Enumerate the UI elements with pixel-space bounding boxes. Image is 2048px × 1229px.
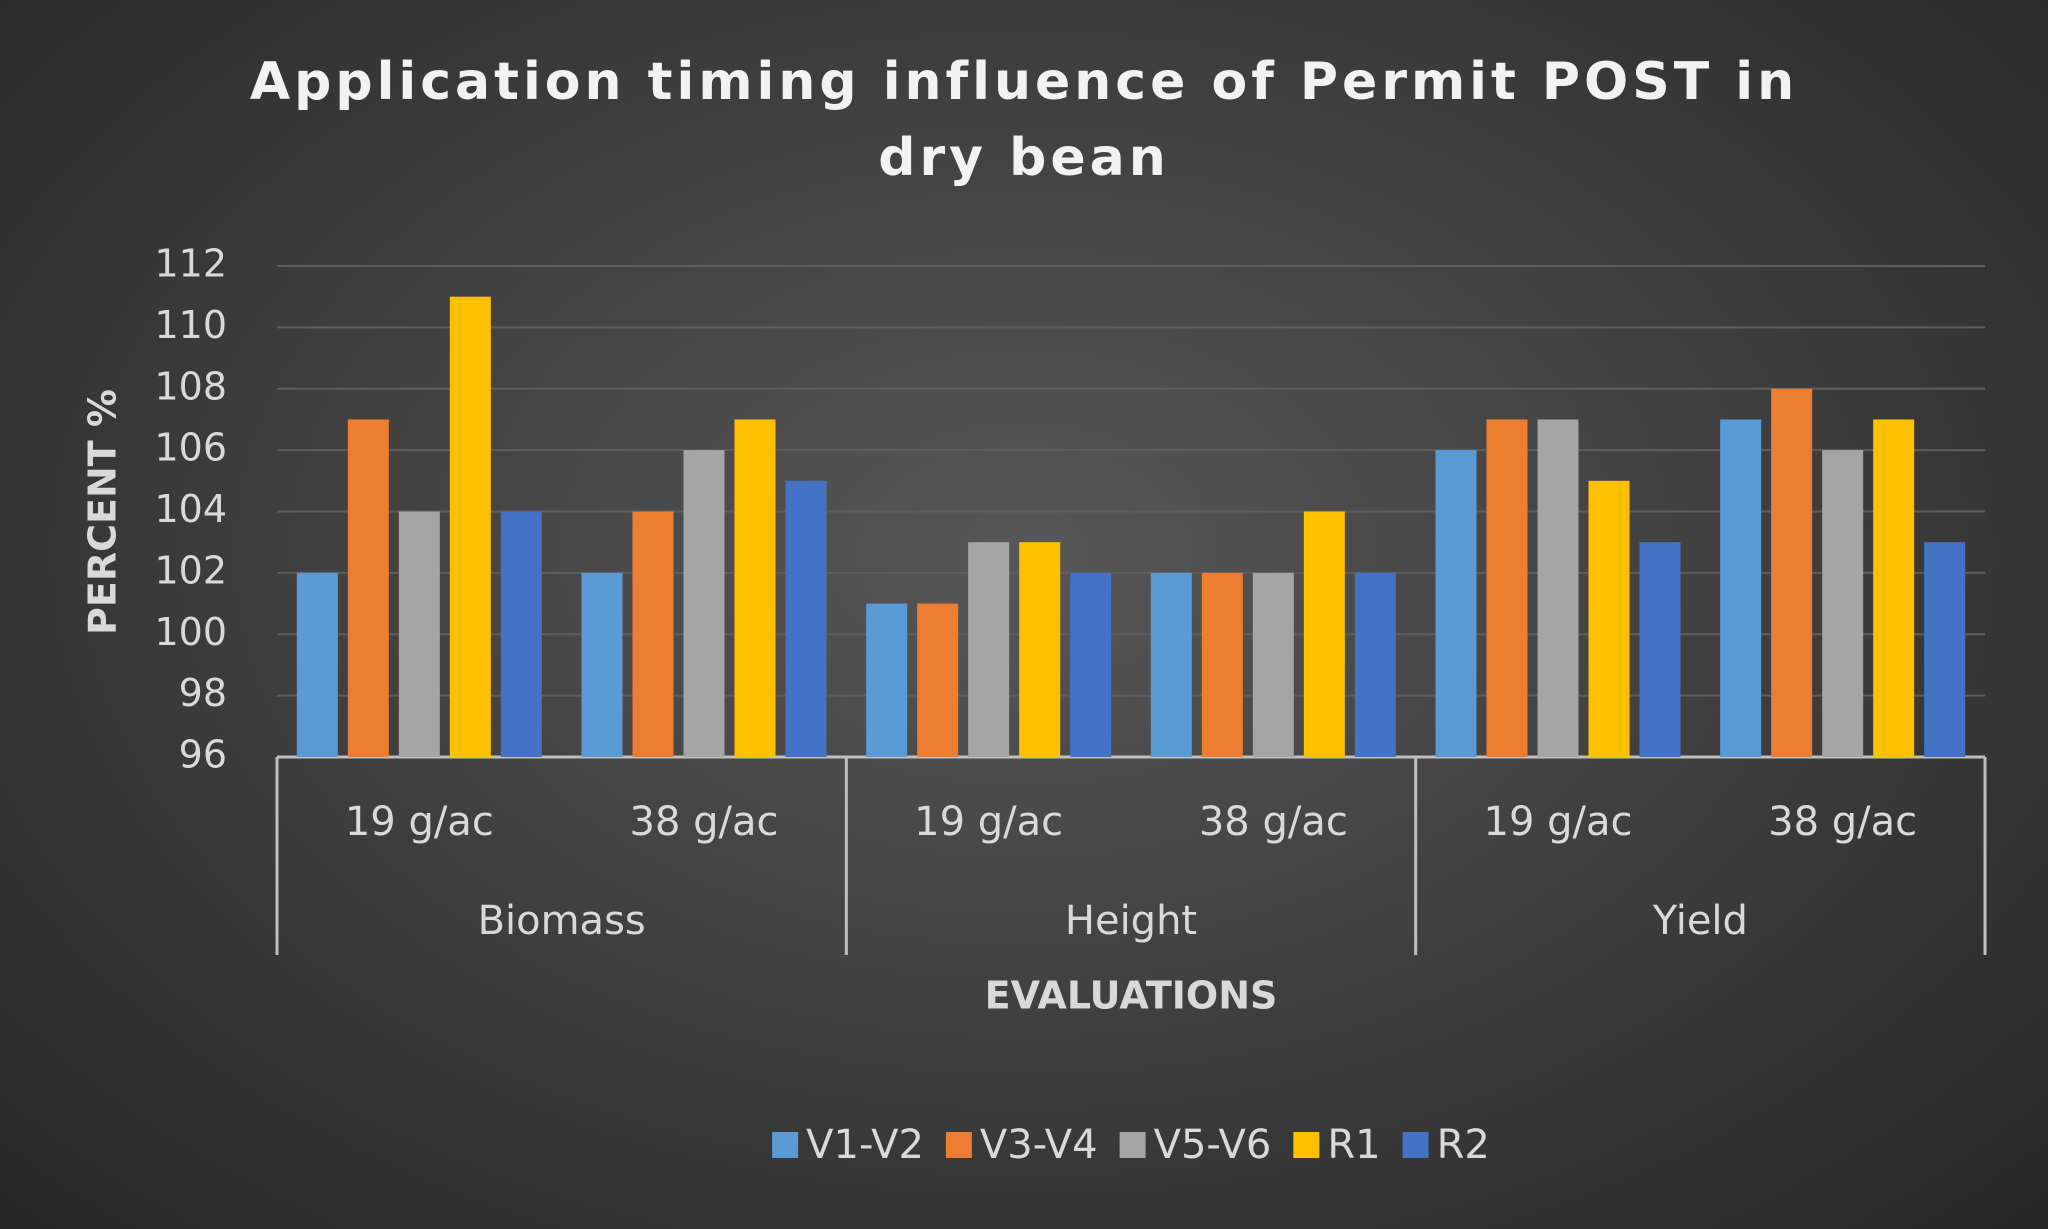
legend-swatch (945, 1132, 972, 1158)
bar (398, 511, 440, 757)
bar (1924, 542, 1966, 757)
bar (1588, 480, 1630, 757)
bar (1201, 572, 1243, 757)
legend-swatch (1119, 1132, 1146, 1158)
bar (734, 419, 776, 757)
bar (1822, 450, 1864, 757)
bar (500, 511, 542, 757)
legend-swatch (1293, 1132, 1320, 1158)
bar (1252, 572, 1294, 757)
group-label: Yield (1652, 898, 1748, 944)
bar (632, 511, 674, 757)
bar (1150, 572, 1192, 757)
bar (449, 296, 491, 757)
bar (1720, 419, 1762, 757)
y-tick-label: 106 (154, 426, 227, 470)
x-tick-label: 19 g/ac (1484, 799, 1633, 845)
group-label: Height (1065, 898, 1197, 944)
group-label: Biomass (478, 898, 646, 944)
legend-label: V3-V4 (980, 1122, 1098, 1168)
y-tick-label: 112 (154, 242, 227, 286)
y-tick-label: 96 (179, 733, 227, 777)
bar (1639, 542, 1681, 757)
x-tick-label: 38 g/ac (630, 799, 779, 845)
x-tick-label: 38 g/ac (1199, 799, 1348, 845)
chart-title: Application timing influence of Permit P… (249, 52, 1799, 188)
bar (1435, 450, 1477, 757)
bar (581, 572, 623, 757)
legend-label: R1 (1327, 1122, 1380, 1168)
bar (1537, 419, 1579, 757)
y-tick-label: 98 (179, 671, 227, 715)
legend-label: R2 (1437, 1122, 1490, 1168)
bar (1019, 542, 1061, 757)
x-tick-label: 19 g/ac (345, 799, 494, 845)
y-tick-label: 108 (154, 364, 227, 408)
bar (1070, 572, 1112, 757)
legend-label: V5-V6 (1154, 1122, 1272, 1168)
bar (968, 542, 1010, 757)
bar (917, 603, 959, 757)
legend-label: V1-V2 (806, 1122, 924, 1168)
x-tick-label: 19 g/ac (914, 799, 1063, 845)
bar (866, 603, 908, 757)
y-axis-title: PERCENT % (81, 389, 125, 635)
y-tick-label: 110 (154, 303, 227, 347)
legend-swatch (1402, 1132, 1429, 1158)
x-tick-label: 38 g/ac (1768, 799, 1917, 845)
y-tick-label: 100 (154, 610, 227, 654)
bar (1303, 511, 1345, 757)
bar (1771, 388, 1813, 757)
legend-swatch (772, 1132, 799, 1158)
y-tick-label: 104 (154, 487, 227, 531)
bar (296, 572, 338, 757)
x-axis-title: EVALUATIONS (985, 974, 1278, 1018)
bar (1486, 419, 1528, 757)
bar (683, 450, 725, 757)
bar (1873, 419, 1915, 757)
y-tick-label: 102 (154, 548, 227, 592)
bar (347, 419, 389, 757)
bar (785, 480, 827, 757)
bar (1354, 572, 1396, 757)
